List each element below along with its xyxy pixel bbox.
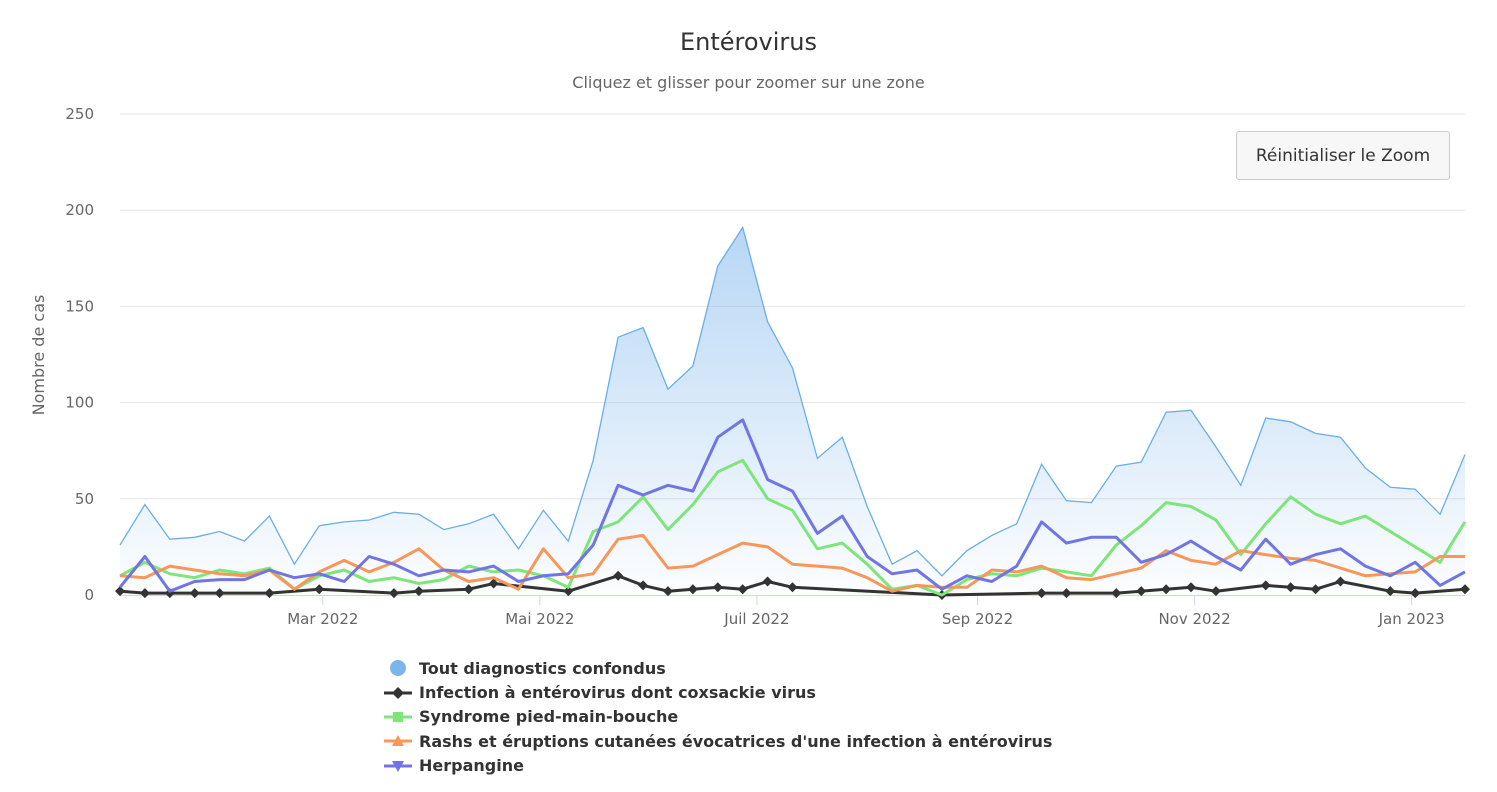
legend-label: Infection à entérovirus dont coxsackie v…	[419, 683, 816, 703]
area-fill	[120, 227, 1465, 595]
data-point-diamond[interactable]	[214, 588, 225, 599]
data-point-diamond[interactable]	[1061, 588, 1072, 599]
data-point-diamond[interactable]	[463, 584, 474, 595]
series-line[interactable]	[119, 225, 1466, 577]
legend-item[interactable]: Rashs et éruptions cutanées évocatrices …	[383, 729, 1052, 753]
data-point-diamond[interactable]	[1385, 586, 1396, 597]
data-point-diamond[interactable]	[1161, 584, 1172, 595]
data-point-diamond[interactable]	[1285, 582, 1296, 593]
y-axis-title: Nombre de cas	[29, 295, 48, 416]
y-tick-label: 150	[65, 297, 94, 315]
chart-subtitle: Cliquez et glisser pour zoomer sur une z…	[572, 73, 925, 92]
data-point-diamond[interactable]	[1260, 580, 1271, 591]
chart-title: Entérovirus	[679, 28, 818, 56]
data-point-diamond[interactable]	[1310, 584, 1321, 595]
data-point-diamond[interactable]	[488, 578, 499, 589]
data-point-diamond[interactable]	[1036, 588, 1047, 599]
data-point-diamond[interactable]	[1186, 582, 1197, 593]
data-point-diamond[interactable]	[314, 584, 325, 595]
legend-label: Syndrome pied-main-bouche	[419, 707, 679, 727]
legend-item[interactable]: Tout diagnostics confondus	[383, 656, 1052, 680]
series-3	[119, 533, 1465, 593]
data-point-diamond[interactable]	[264, 588, 275, 599]
series-2	[119, 458, 1467, 597]
legend-symbol-diamond-icon	[384, 686, 412, 699]
legend-label: Tout diagnostics confondus	[419, 658, 666, 678]
data-point-diamond[interactable]	[762, 576, 773, 587]
data-point-diamond[interactable]	[1335, 576, 1346, 587]
data-point-diamond[interactable]	[787, 582, 798, 593]
data-point-diamond[interactable]	[413, 586, 424, 597]
x-tick-label: Jan 2023	[1378, 610, 1445, 628]
x-tick-label: Nov 2022	[1158, 610, 1230, 628]
y-tick-label: 50	[75, 490, 94, 508]
legend-label: Rashs et éruptions cutanées évocatrices …	[419, 731, 1053, 751]
legend-item[interactable]: Herpangine	[383, 754, 1052, 778]
x-tick-label: Mar 2022	[287, 610, 358, 628]
legend-item[interactable]: Infection à entérovirus dont coxsackie v…	[383, 680, 1052, 704]
series-line[interactable]	[119, 533, 1465, 593]
y-tick-label: 200	[65, 201, 94, 219]
series-line[interactable]	[119, 458, 1467, 597]
data-point-diamond[interactable]	[189, 588, 200, 599]
data-point-diamond[interactable]	[1460, 584, 1470, 595]
reset-zoom-button[interactable]: Réinitialiser le Zoom	[1236, 131, 1450, 180]
legend-item[interactable]: Syndrome pied-main-bouche	[383, 705, 1052, 729]
data-point-diamond[interactable]	[139, 588, 150, 599]
legend-symbol-square-icon	[384, 711, 412, 722]
data-point-diamond[interactable]	[388, 588, 399, 599]
data-point-diamond[interactable]	[687, 584, 698, 595]
data-point-diamond[interactable]	[613, 570, 624, 581]
data-point-diamond[interactable]	[638, 580, 649, 591]
legend-symbol-triangle-icon	[384, 735, 412, 747]
series-0	[119, 225, 1466, 595]
data-point-diamond[interactable]	[1136, 586, 1147, 597]
y-tick-label: 0	[84, 586, 94, 604]
y-tick-label: 100	[65, 394, 94, 412]
data-point-diamond[interactable]	[712, 582, 723, 593]
y-tick-label: 250	[65, 105, 94, 123]
x-tick-label: Sep 2022	[942, 610, 1013, 628]
data-point-diamond[interactable]	[662, 586, 673, 597]
series-line[interactable]	[118, 418, 1466, 593]
x-tick-label: Juil 2022	[723, 610, 789, 628]
legend-label: Herpangine	[419, 756, 524, 776]
legend-symbol-triangle-down-icon	[384, 760, 412, 772]
data-point-diamond[interactable]	[737, 584, 748, 595]
legend-symbol-circle-icon	[390, 660, 406, 677]
x-tick-label: Mai 2022	[505, 610, 574, 628]
data-point-diamond[interactable]	[115, 586, 125, 597]
data-point-diamond[interactable]	[1111, 588, 1122, 599]
legend: Tout diagnostics confondus Infection à en…	[383, 656, 1052, 778]
data-point-diamond[interactable]	[1210, 586, 1221, 597]
data-point-diamond[interactable]	[563, 586, 574, 597]
data-point-diamond[interactable]	[1410, 588, 1421, 599]
series-1	[115, 570, 1470, 600]
series-4	[118, 418, 1466, 593]
